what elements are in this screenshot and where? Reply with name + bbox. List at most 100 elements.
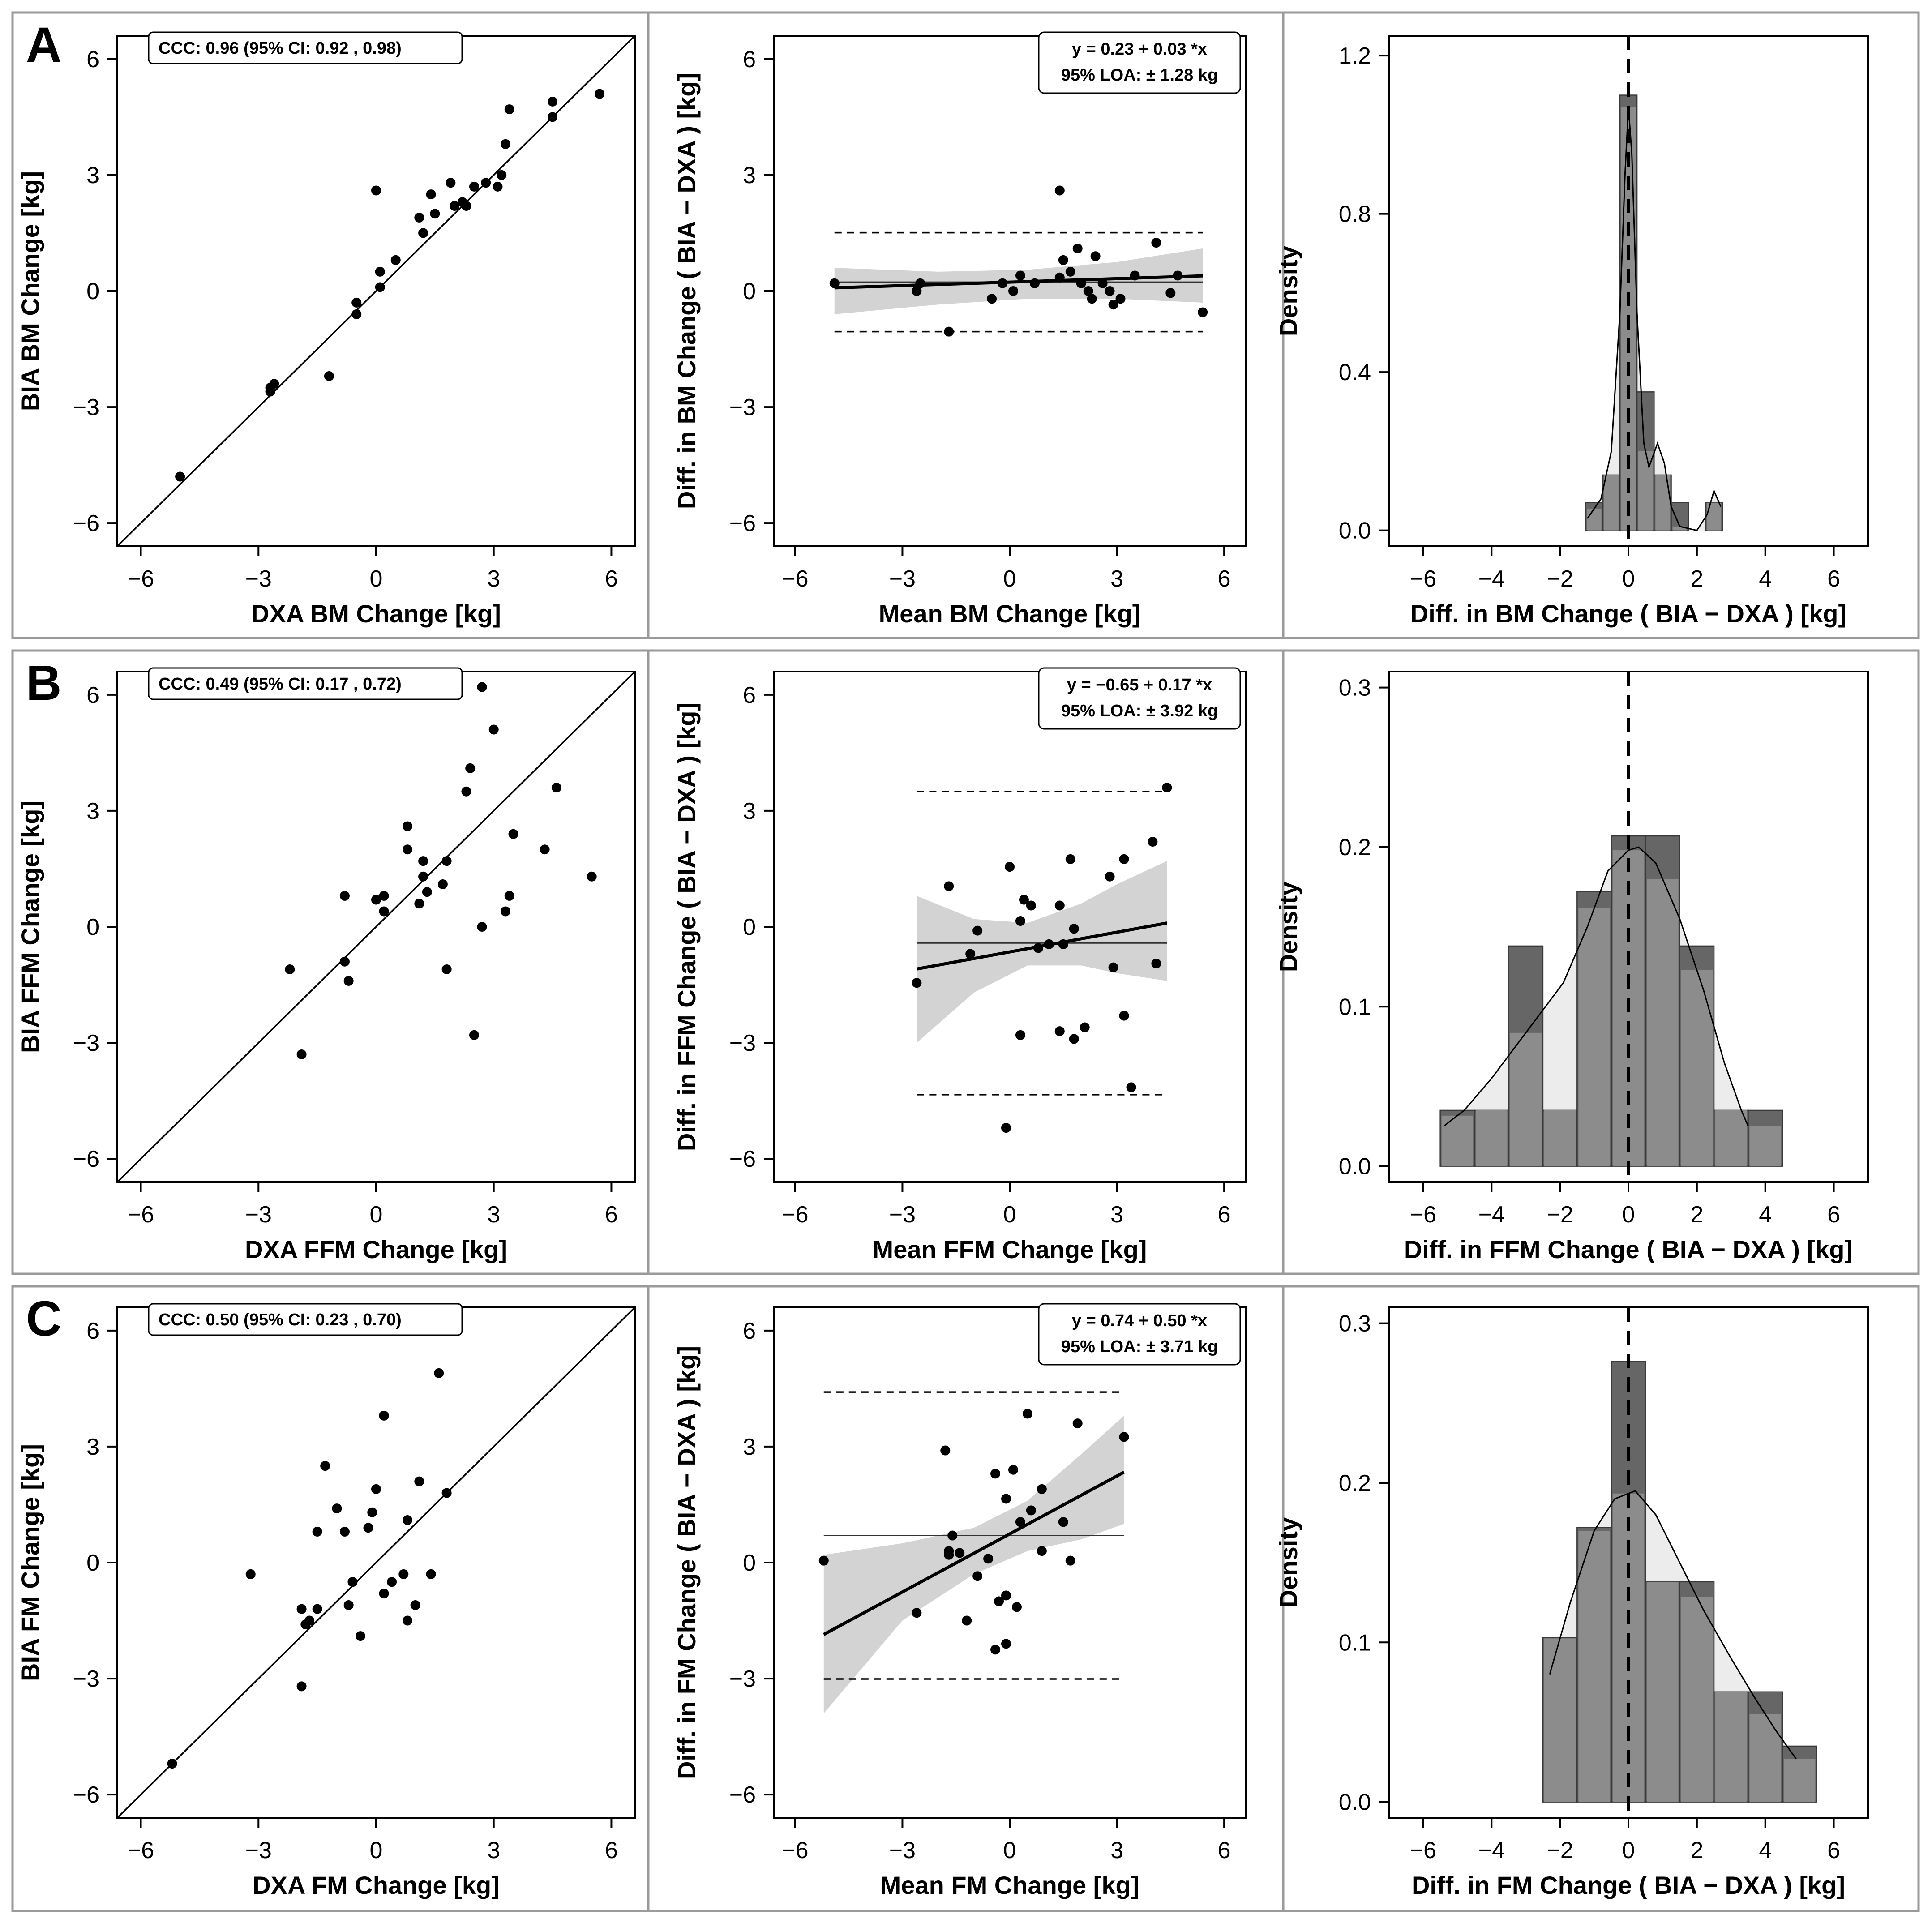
- bland-point: [915, 278, 925, 288]
- scatter-point: [312, 1526, 322, 1537]
- y-tick-label: −6: [73, 510, 99, 536]
- bland-point: [1087, 294, 1097, 304]
- y-tick-label: 6: [86, 47, 99, 73]
- scatter-point: [363, 1523, 373, 1533]
- scatter-point: [497, 170, 507, 180]
- scatter-point: [540, 844, 550, 855]
- x-tick-label: 0: [370, 566, 383, 592]
- scatter-point: [414, 1476, 424, 1486]
- bland-point: [1072, 244, 1083, 253]
- bland-point: [1126, 1082, 1136, 1092]
- scatter-point: [469, 1030, 479, 1040]
- x-tick-label: −2: [1546, 566, 1573, 592]
- scatter-point: [371, 895, 381, 905]
- x-tick-label: 4: [1759, 566, 1772, 592]
- scatter-point: [351, 309, 362, 319]
- bland-point: [1069, 1034, 1079, 1044]
- x-tick-label: −3: [245, 1837, 272, 1863]
- x-tick-label: 2: [1690, 1202, 1703, 1228]
- hist-marks: [1542, 1307, 1817, 1818]
- panel-letter: C: [26, 1291, 61, 1346]
- x-tick-label: 6: [605, 1837, 618, 1863]
- scatter-point: [587, 871, 597, 882]
- scatter-marks: [117, 36, 635, 546]
- y-tick-label: 3: [86, 1434, 99, 1460]
- scatter-point: [595, 89, 605, 99]
- bland-point: [1044, 939, 1054, 949]
- panel-frame: [1282, 1285, 1920, 1912]
- scatter-point: [347, 1577, 358, 1587]
- hist-y-axis-label: Density: [1274, 246, 1302, 336]
- histogram-bar-lower: [1587, 509, 1602, 531]
- hist-y-axis-label: Density: [1274, 1517, 1302, 1608]
- hist-y-axis-label: Density: [1274, 882, 1302, 972]
- x-tick-label: 4: [1759, 1202, 1772, 1228]
- x-tick-label: −6: [1410, 1837, 1436, 1863]
- bland-point: [1065, 266, 1075, 277]
- scatter-point: [437, 879, 448, 889]
- bland-point: [1105, 286, 1115, 296]
- bland-point: [1151, 238, 1161, 248]
- panel-frame: [1282, 11, 1920, 639]
- x-tick-label: −6: [1410, 566, 1436, 592]
- ccc-box: [148, 667, 463, 700]
- bland-point: [1083, 286, 1093, 296]
- y-tick-label: −3: [729, 1030, 756, 1056]
- scatter-point: [469, 181, 479, 192]
- y-tick-label: −6: [729, 1782, 756, 1808]
- x-tick-label: 0: [1622, 1837, 1635, 1863]
- bland-x-axis-label: Mean FM Change [kg]: [880, 1871, 1139, 1899]
- bland-point: [1011, 1602, 1022, 1612]
- bland-point: [1076, 278, 1086, 288]
- x-tick-label: −4: [1478, 1837, 1505, 1863]
- x-tick-label: 0: [370, 1837, 383, 1863]
- x-tick-label: 4: [1759, 1837, 1772, 1863]
- scatter-point: [167, 1759, 177, 1769]
- histogram-bar-lower: [1510, 1032, 1542, 1166]
- bland-y-axis-label: Diff. in FFM Change ( BIA − DXA ) [kg]: [673, 702, 701, 1151]
- y-tick-label: 0.2: [1339, 835, 1371, 861]
- scatter-point: [441, 856, 452, 866]
- scatter-point: [371, 1484, 381, 1494]
- bland-point: [1008, 1465, 1018, 1475]
- bland-axes: −6 −3 0 3 6 −6 −3 0 3 6 Mean BM Change [kg] Diff. i…: [673, 35, 1247, 628]
- x-tick-label: −3: [245, 1202, 272, 1228]
- bland-point: [1008, 286, 1018, 296]
- bland-point: [1108, 962, 1118, 972]
- scatter-point: [285, 964, 295, 974]
- x-tick-label: 3: [487, 1202, 500, 1228]
- scatter-point: [501, 906, 510, 917]
- scatter-point: [548, 112, 558, 122]
- bland-point: [912, 1608, 922, 1618]
- x-tick-label: 2: [1690, 566, 1703, 592]
- scatter-point: [418, 856, 428, 866]
- y-tick-label: −6: [73, 1146, 99, 1172]
- hist-x-axis-label: Diff. in FFM Change ( BIA − DXA ) [kg]: [1404, 1235, 1853, 1263]
- x-tick-label: −2: [1546, 1837, 1573, 1863]
- histogram-bar-lower: [1715, 1110, 1747, 1166]
- scatter-point: [410, 1600, 420, 1610]
- bland-point: [965, 949, 976, 959]
- x-tick-label: 3: [1110, 1202, 1123, 1228]
- regression-equation: y = −0.65 + 0.17 *x: [1067, 676, 1212, 694]
- panel-letter: B: [26, 655, 61, 711]
- bland-point: [1173, 270, 1183, 281]
- scatter-point: [488, 724, 499, 735]
- x-tick-label: 0: [370, 1202, 383, 1228]
- hist-marks: [1585, 36, 1723, 546]
- scatter-point: [418, 228, 428, 238]
- x-tick-label: −6: [782, 1202, 808, 1228]
- bland-point: [1162, 783, 1172, 793]
- density-curve: [1587, 107, 1722, 531]
- scatter-point: [430, 209, 440, 219]
- scatter-x-axis-label: DXA BM Change [kg]: [251, 600, 501, 628]
- bland-point: [1080, 1022, 1090, 1032]
- scatter-point: [351, 297, 362, 308]
- loa-text: 95% LOA: ± 3.92 kg: [1061, 702, 1218, 720]
- bland-point: [1072, 1418, 1083, 1429]
- bland-point: [990, 1645, 1001, 1655]
- bland-point: [1015, 916, 1025, 926]
- y-tick-label: 1.2: [1339, 43, 1371, 69]
- y-tick-label: −6: [729, 1146, 756, 1172]
